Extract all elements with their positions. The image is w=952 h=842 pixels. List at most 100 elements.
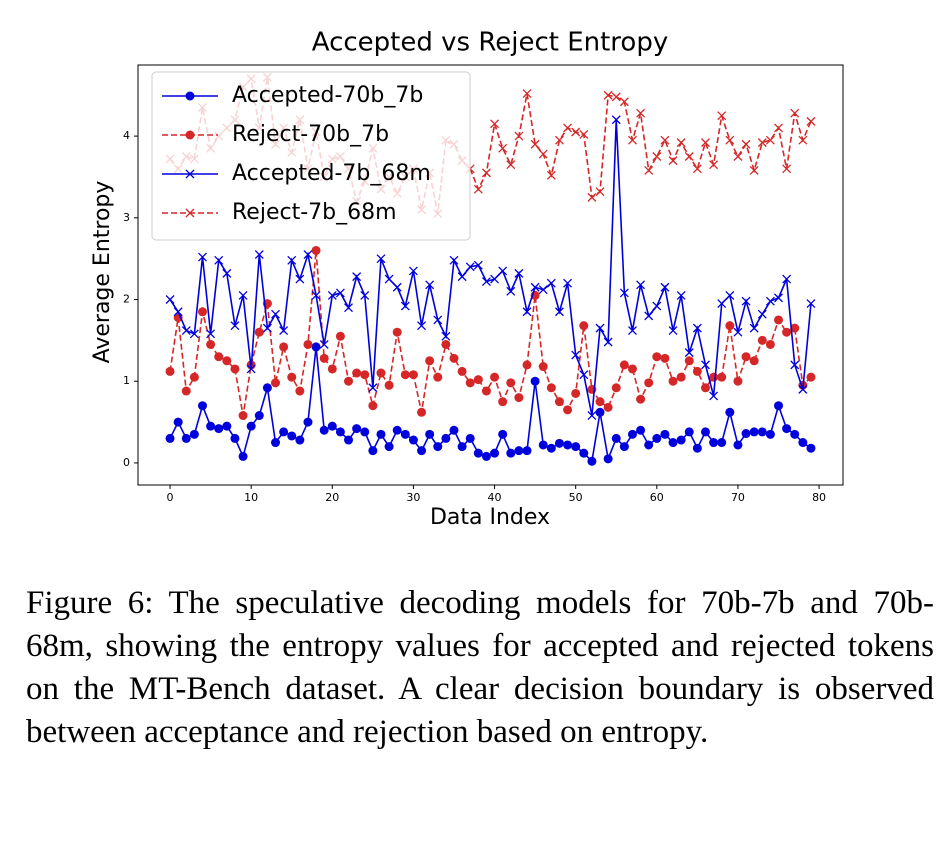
point bbox=[554, 438, 564, 448]
legend-marker bbox=[185, 208, 195, 218]
point bbox=[254, 250, 264, 260]
point bbox=[554, 135, 564, 145]
point bbox=[652, 433, 662, 443]
point bbox=[603, 337, 613, 347]
point bbox=[595, 397, 605, 407]
point bbox=[603, 402, 613, 412]
point bbox=[198, 252, 207, 262]
point bbox=[530, 139, 540, 149]
chart-title: Accepted vs Reject Entropy bbox=[312, 28, 668, 58]
point bbox=[181, 326, 191, 336]
point bbox=[636, 108, 646, 118]
point bbox=[554, 307, 564, 317]
point bbox=[490, 448, 500, 458]
point bbox=[741, 429, 751, 439]
point bbox=[725, 407, 735, 417]
point bbox=[806, 116, 816, 126]
point bbox=[595, 407, 605, 417]
point bbox=[790, 323, 800, 333]
point bbox=[271, 309, 280, 319]
point bbox=[238, 451, 248, 461]
point bbox=[563, 405, 573, 415]
point bbox=[782, 327, 792, 337]
point bbox=[173, 417, 183, 427]
point bbox=[303, 339, 313, 349]
series-line bbox=[169, 119, 812, 416]
point bbox=[392, 425, 402, 435]
point bbox=[271, 378, 281, 388]
point bbox=[425, 280, 435, 290]
point bbox=[206, 421, 216, 431]
point bbox=[262, 383, 272, 393]
y-tick-label: 3 bbox=[123, 211, 130, 224]
x-axis-label: Data Index bbox=[430, 505, 550, 530]
y-tick-label: 2 bbox=[123, 293, 130, 306]
point bbox=[465, 433, 475, 443]
point bbox=[400, 301, 410, 311]
point bbox=[774, 315, 784, 325]
point bbox=[246, 421, 256, 431]
point bbox=[230, 433, 240, 443]
legend: Accepted-70b_7b Reject-70b_7b Accepted-7b_… bbox=[151, 71, 471, 241]
point bbox=[279, 427, 289, 437]
point bbox=[717, 372, 727, 382]
point bbox=[709, 438, 719, 448]
legend-marker bbox=[185, 91, 195, 101]
point bbox=[344, 303, 353, 313]
plot-frame bbox=[137, 64, 844, 486]
legend-box bbox=[151, 71, 471, 241]
point bbox=[335, 331, 345, 341]
point bbox=[473, 375, 483, 385]
point bbox=[433, 315, 443, 325]
point bbox=[457, 442, 467, 452]
point bbox=[522, 307, 532, 317]
point bbox=[782, 164, 792, 174]
y-tick-label: 1 bbox=[123, 374, 130, 387]
point bbox=[238, 411, 248, 421]
x-tick-label: 60 bbox=[650, 491, 664, 504]
point bbox=[806, 299, 816, 309]
point bbox=[684, 427, 694, 437]
point bbox=[644, 311, 654, 321]
point bbox=[206, 329, 216, 339]
point bbox=[806, 372, 816, 382]
point bbox=[717, 299, 727, 309]
point bbox=[246, 364, 256, 374]
point bbox=[668, 156, 678, 166]
point bbox=[676, 290, 686, 300]
point bbox=[481, 168, 491, 178]
point bbox=[327, 421, 337, 431]
point bbox=[449, 353, 459, 363]
point bbox=[709, 160, 719, 170]
point bbox=[165, 295, 175, 304]
point bbox=[368, 383, 378, 393]
point bbox=[611, 92, 621, 102]
point bbox=[660, 429, 670, 439]
point bbox=[197, 401, 207, 411]
point bbox=[684, 152, 694, 161]
point bbox=[628, 326, 637, 336]
point bbox=[798, 135, 808, 145]
point bbox=[465, 262, 475, 272]
point bbox=[457, 366, 467, 376]
point bbox=[579, 129, 589, 139]
point bbox=[757, 427, 767, 437]
point bbox=[262, 323, 272, 333]
point bbox=[749, 323, 759, 333]
point bbox=[506, 378, 516, 388]
point bbox=[546, 278, 556, 288]
point bbox=[506, 448, 516, 458]
point bbox=[384, 274, 394, 284]
point bbox=[522, 89, 532, 99]
point bbox=[384, 442, 394, 452]
point bbox=[335, 288, 345, 298]
point bbox=[490, 119, 500, 129]
point bbox=[368, 401, 378, 411]
point bbox=[514, 393, 524, 403]
point bbox=[303, 250, 313, 260]
legend-label: Reject-7b_68m bbox=[232, 200, 397, 225]
point bbox=[611, 115, 621, 125]
point bbox=[603, 454, 613, 464]
series-line bbox=[169, 77, 812, 214]
point bbox=[189, 372, 199, 382]
